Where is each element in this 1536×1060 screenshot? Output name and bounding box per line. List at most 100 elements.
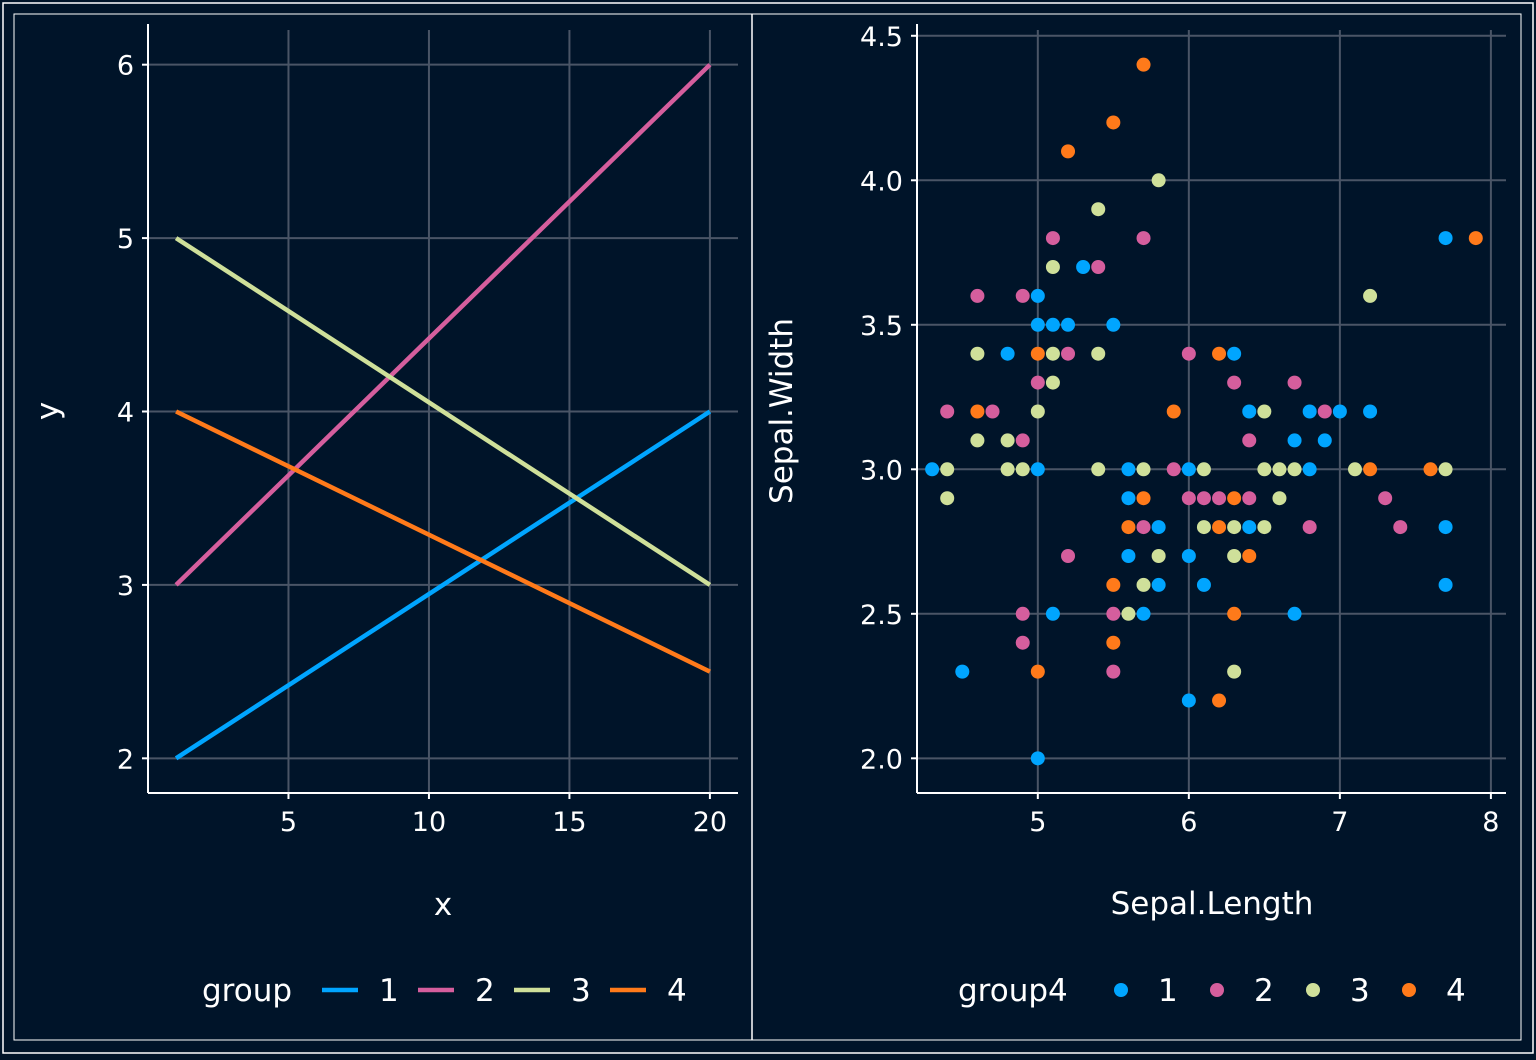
- scatter-chart-series-1-point: [1181, 549, 1196, 564]
- scatter-chart-series-1-point: [1030, 317, 1045, 332]
- scatter-chart-grid: [917, 30, 1506, 793]
- scatter-chart-x-tick-label: 6: [1180, 807, 1197, 838]
- line-chart-axes: 5 10 15 20 2 3 4 5 6: [117, 24, 738, 838]
- scatter-chart-series-3-point: [1015, 462, 1030, 477]
- line-chart-series-2-line: [174, 63, 712, 587]
- scatter-chart-series-2-point: [1106, 606, 1121, 621]
- scatter-chart-series-2-point: [1181, 491, 1196, 506]
- scatter-chart-series-4-point: [1121, 520, 1136, 535]
- scatter-chart-series-2-point: [1136, 520, 1151, 535]
- scatter-chart-series-2-point: [1061, 346, 1076, 361]
- line-chart-x-axis-label: x: [434, 887, 452, 923]
- scatter-chart-series-3-point: [1257, 520, 1272, 535]
- scatter-chart-series-1-point: [1196, 577, 1211, 592]
- scatter-chart-series-4-point: [1106, 577, 1121, 592]
- scatter-chart-series-4-point: [1136, 57, 1151, 72]
- line-chart-x-tick-label: 5: [280, 807, 297, 838]
- scatter-chart-series-4-point: [1030, 664, 1045, 679]
- scatter-chart-series-2-point: [1378, 491, 1393, 506]
- scatter-chart-series-3-point: [1272, 462, 1287, 477]
- line-chart-series-3-line: [174, 236, 712, 587]
- scatter-chart-legend-key-1: [1114, 983, 1128, 997]
- scatter-chart-series-3-point: [1363, 288, 1378, 303]
- scatter-chart-x-tick-label: 5: [1029, 807, 1046, 838]
- scatter-chart-series-1-point: [1317, 433, 1332, 448]
- scatter-chart-series-3-point: [1000, 433, 1015, 448]
- scatter-chart-series-1-point: [1061, 317, 1076, 332]
- scatter-chart-series-1-point: [1181, 462, 1196, 477]
- line-chart-series: [174, 63, 712, 761]
- scatter-chart-series-1-point: [1000, 346, 1015, 361]
- scatter-chart-series-3-point: [1000, 462, 1015, 477]
- scatter-chart-y-tick-label: 3.5: [860, 311, 903, 342]
- line-chart-y-tick-label: 3: [117, 571, 134, 602]
- scatter-chart-series-1-point: [1045, 606, 1060, 621]
- scatter-chart-series-1-point: [1287, 606, 1302, 621]
- scatter-chart-y-tick-label: 3.0: [860, 455, 903, 486]
- scatter-chart-x-tick-label: 7: [1331, 807, 1348, 838]
- scatter-chart-series-4-point: [1363, 462, 1378, 477]
- scatter-chart-series-1-point: [1151, 577, 1166, 592]
- scatter-chart-series-2-point: [1181, 346, 1196, 361]
- scatter-chart-series-1-point: [1136, 606, 1151, 621]
- scatter-chart-series-2-point: [1242, 491, 1257, 506]
- scatter-chart-series-4-point: [1468, 231, 1483, 246]
- scatter-chart-legend: group4 1 2 3 4: [958, 973, 1466, 1009]
- scatter-chart-legend-label-1: 1: [1158, 973, 1178, 1009]
- line-chart-series-4-line: [175, 409, 711, 674]
- scatter-chart-series-1-point: [1242, 404, 1257, 419]
- scatter-chart-series-4-point: [1136, 491, 1151, 506]
- scatter-chart-series-1-point: [1106, 317, 1121, 332]
- scatter-chart-axes: 5 6 7 8 2.0 2.5 3.0 3.5 4.0 4.5: [860, 22, 1506, 838]
- scatter-chart-y-tick-label: 4.5: [860, 22, 903, 53]
- scatter-chart-series-4-point: [1242, 549, 1257, 564]
- scatter-chart-series-1-point: [1151, 520, 1166, 535]
- scatter-chart-series-4-point: [1106, 635, 1121, 650]
- scatter-chart-series-3-point: [1045, 375, 1060, 390]
- line-chart-x-tick-label: 15: [552, 807, 586, 838]
- scatter-chart-series-1-point: [1030, 462, 1045, 477]
- scatter-chart-legend-key-3: [1306, 983, 1320, 997]
- scatter-chart-series-1-point: [925, 462, 940, 477]
- scatter-chart-series-3-point: [1121, 606, 1136, 621]
- scatter-chart-series-2-point: [1061, 549, 1076, 564]
- scatter-chart-series-3-point: [1196, 462, 1211, 477]
- line-chart-panel: 5 10 15 20 2 3 4 5 6 x y group 1 2 3 4: [30, 24, 738, 1009]
- scatter-chart-legend-label-3: 3: [1350, 973, 1370, 1009]
- scatter-chart-series-2-point: [985, 404, 1000, 419]
- scatter-chart-series-3-point: [1196, 520, 1211, 535]
- line-chart-legend-title: group: [202, 973, 292, 1009]
- scatter-chart-y-tick-label: 4.0: [860, 166, 903, 197]
- scatter-chart-panel: 5 6 7 8 2.0 2.5 3.0 3.5 4.0 4.5 Sepal.Length Sepa…: [764, 22, 1506, 1009]
- scatter-chart-x-tick-label: 8: [1482, 807, 1499, 838]
- line-chart-legend-label-3: 3: [571, 973, 591, 1009]
- scatter-chart-series-1-point: [1227, 346, 1242, 361]
- scatter-chart-series-1-point: [1030, 751, 1045, 766]
- scatter-chart-series-1-point: [1438, 520, 1453, 535]
- scatter-chart-series-3-point: [1257, 462, 1272, 477]
- scatter-chart-series-3-point: [1272, 491, 1287, 506]
- scatter-chart-series-1-point: [1121, 491, 1136, 506]
- scatter-chart-series-1-point: [1076, 259, 1091, 274]
- scatter-chart-series-3-point: [970, 433, 985, 448]
- scatter-chart-series-3-point: [1136, 577, 1151, 592]
- scatter-chart-y-axis-label: Sepal.Width: [764, 318, 800, 504]
- scatter-chart-series-4-point: [1227, 491, 1242, 506]
- scatter-chart-series-4-point: [1030, 346, 1045, 361]
- scatter-chart-series-3-point: [970, 346, 985, 361]
- line-chart-y-axis-label: y: [30, 402, 66, 420]
- scatter-chart-y-tick-label: 2.5: [860, 600, 903, 631]
- scatter-chart-series-3-point: [1227, 549, 1242, 564]
- scatter-chart-series-4-point: [1212, 346, 1227, 361]
- scatter-chart-series-3-point: [940, 462, 955, 477]
- scatter-chart-series-4-point: [1106, 115, 1121, 130]
- scatter-chart-series-1-point: [1045, 317, 1060, 332]
- scatter-chart-series-1-point: [1438, 577, 1453, 592]
- scatter-chart-series-4-point: [1166, 404, 1181, 419]
- scatter-chart-series-2-point: [1166, 462, 1181, 477]
- scatter-chart-series-2-point: [1106, 664, 1121, 679]
- scatter-chart-series-3-point: [1227, 664, 1242, 679]
